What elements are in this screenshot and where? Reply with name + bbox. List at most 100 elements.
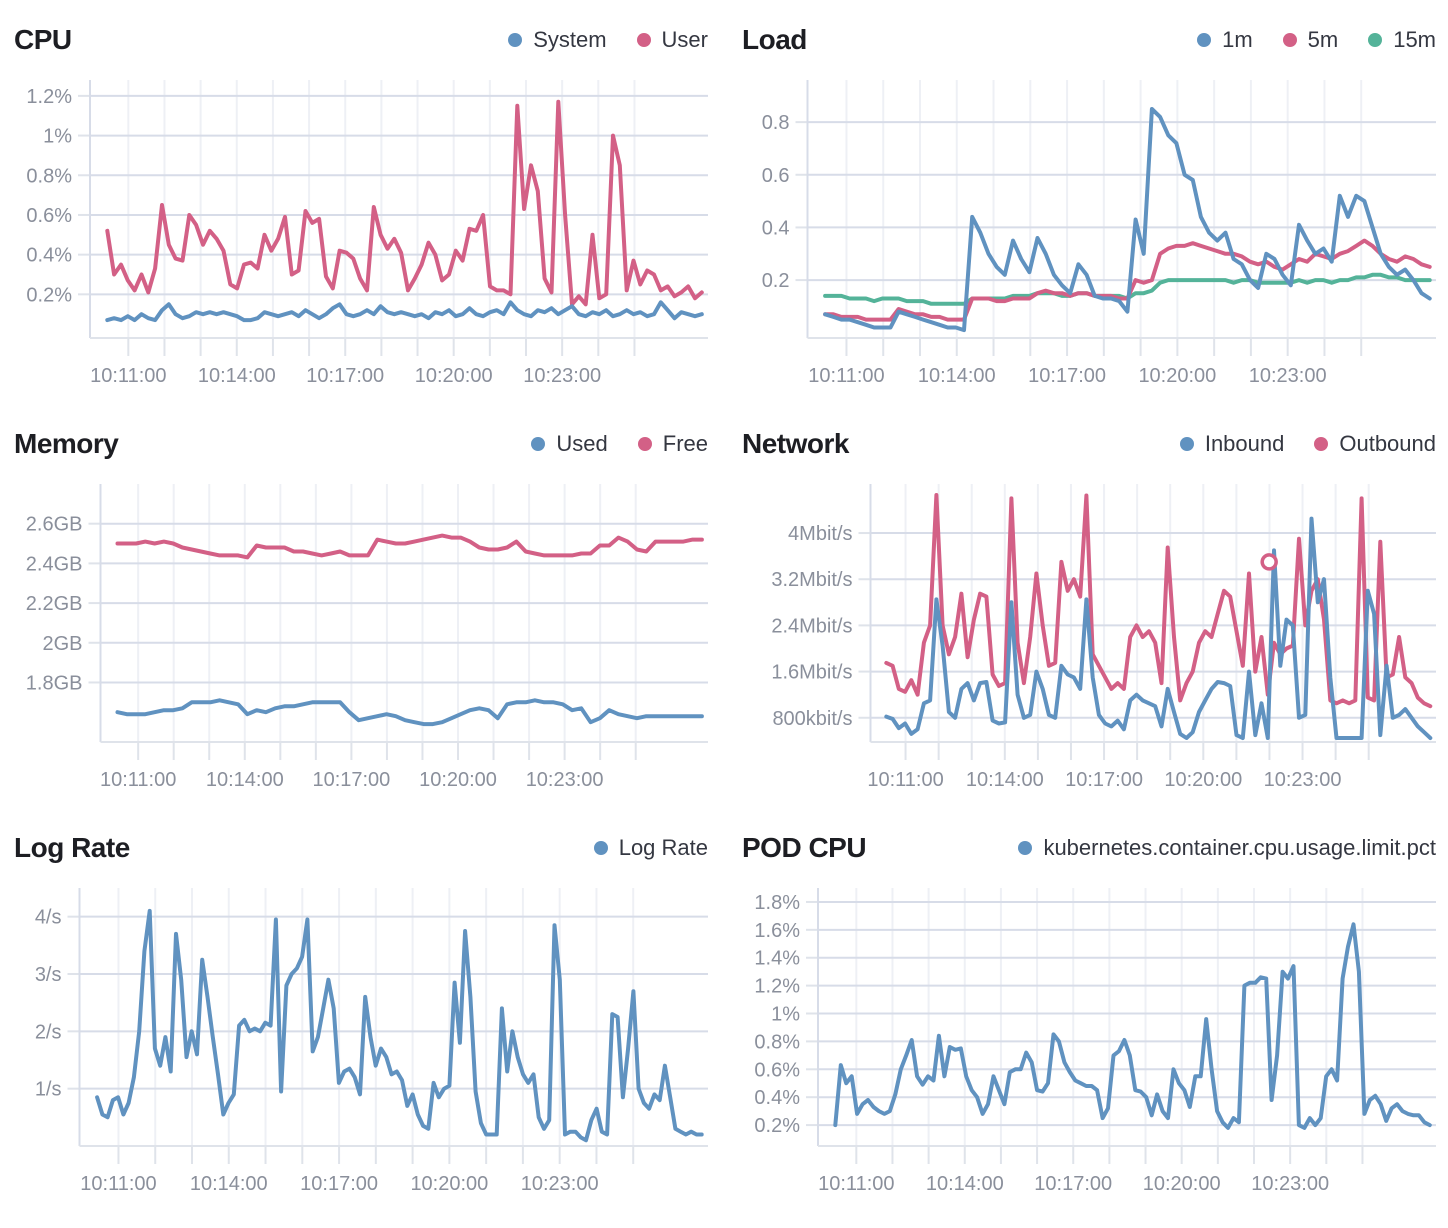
chart-title-load: Load xyxy=(742,24,807,55)
network-line-chart[interactable]: 10:11:00 10:14:00 10:17:00 10:20:00 10:23:00… xyxy=(736,466,1442,808)
x-tick-label: 10:20:00 xyxy=(415,365,493,387)
legend-dot-icon xyxy=(508,33,523,47)
x-tick-label: 10:17:00 xyxy=(300,1173,378,1195)
memory-line-chart[interactable]: 10:11:00 10:14:00 10:17:00 10:20:00 10:23:00… xyxy=(8,466,714,808)
legend-label: 5m xyxy=(1307,27,1339,52)
memory-panel-header: Memory Used Free xyxy=(8,414,714,466)
grid xyxy=(90,80,708,338)
chart-title-cpu: CPU xyxy=(14,24,72,55)
legend-item-cpu-0[interactable]: System xyxy=(508,27,607,53)
series xyxy=(823,107,1432,333)
x-tick-label: 10:11:00 xyxy=(80,1173,156,1195)
series xyxy=(95,908,704,1143)
y-tick-label: 800kbit/s xyxy=(772,708,852,730)
y-tick-label: 1% xyxy=(43,126,72,148)
y-tick-label: 1.8GB xyxy=(26,672,83,694)
legend-label: Free xyxy=(662,431,708,456)
y-tick-label: 2.6GB xyxy=(26,514,83,536)
y-tick-label: 1.8% xyxy=(754,892,800,914)
legend-label: kubernetes.container.cpu.usage.limit.pct xyxy=(1043,835,1436,860)
x-tick-label: 10:14:00 xyxy=(198,365,276,387)
log-rate-line-chart[interactable]: 10:11:00 10:14:00 10:17:00 10:20:00 10:23:00… xyxy=(8,870,714,1212)
axes: 10:11:00 10:14:00 10:17:00 10:20:00 10:23:00… xyxy=(26,484,708,791)
x-tick-label: 10:11:00 xyxy=(867,769,943,791)
legend-label: System xyxy=(533,27,607,52)
x-tick-label: 10:23:00 xyxy=(1251,1173,1329,1195)
y-tick-label: 2GB xyxy=(42,633,82,655)
series-line-log-rate[interactable] xyxy=(95,908,704,1143)
legend-item-load-0[interactable]: 1m xyxy=(1197,27,1253,53)
x-tick-label: 10:20:00 xyxy=(1138,365,1216,387)
legend-label: 1m xyxy=(1222,27,1253,52)
series-line-used[interactable] xyxy=(115,698,704,727)
x-tick-label: 10:23:00 xyxy=(526,769,604,791)
y-tick-label: 0.4 xyxy=(762,217,790,239)
x-tick-label: 10:14:00 xyxy=(918,365,996,387)
series-line-inbound[interactable] xyxy=(884,516,1433,740)
legend-item-network-1[interactable]: Outbound xyxy=(1314,431,1436,457)
y-tick-label: 3.2Mbit/s xyxy=(771,569,852,591)
axes: 10:11:00 10:14:00 10:17:00 10:20:00 10:23:00… xyxy=(762,80,1436,387)
legend-dot-icon xyxy=(1314,437,1329,451)
y-tick-label: 1.6Mbit/s xyxy=(771,662,852,684)
series-line-kubernetes-container-cpu-usage-limit-pct[interactable] xyxy=(833,922,1432,1130)
x-tick-label: 10:14:00 xyxy=(190,1173,268,1195)
chart-title-network: Network xyxy=(742,428,849,459)
load-line-chart[interactable]: 10:11:00 10:14:00 10:17:00 10:20:00 10:23:00… xyxy=(736,62,1442,404)
legend-dot-icon xyxy=(531,437,546,451)
legend-item-log-rate-0[interactable]: Log Rate xyxy=(593,835,708,861)
pod-cpu-legend: kubernetes.container.cpu.usage.limit.pct xyxy=(1018,835,1436,861)
y-tick-label: 0.8% xyxy=(26,165,72,187)
grid xyxy=(100,484,708,742)
series xyxy=(833,922,1432,1130)
load-panel: Load 1m 5m 15m 10:11:00 10:14:00 10:17:00 10:… xyxy=(736,10,1442,410)
log-rate-panel: Log Rate Log Rate 10:11:00 10:14:00 10:17:… xyxy=(8,818,714,1218)
isolated-point-marker[interactable] xyxy=(1260,553,1278,571)
y-tick-label: 0.4% xyxy=(26,245,72,267)
pod-cpu-line-chart[interactable]: 10:11:00 10:14:00 10:17:00 10:20:00 10:23:00… xyxy=(736,870,1442,1212)
legend-item-load-1[interactable]: 5m xyxy=(1282,27,1339,53)
y-tick-label: 0.8% xyxy=(754,1031,800,1053)
series-line-user[interactable] xyxy=(105,99,704,307)
pod-cpu-panel-header: POD CPU kubernetes.container.cpu.usage.l… xyxy=(736,818,1442,870)
legend-dot-icon xyxy=(1179,437,1194,451)
legend-label: 15m xyxy=(1393,27,1436,52)
x-tick-label: 10:17:00 xyxy=(1065,769,1143,791)
legend-item-pod-cpu-0[interactable]: kubernetes.container.cpu.usage.limit.pct xyxy=(1018,835,1436,861)
chart-title-memory: Memory xyxy=(14,428,119,459)
legend-item-network-0[interactable]: Inbound xyxy=(1179,431,1284,457)
series-line-1m[interactable] xyxy=(823,107,1432,333)
y-tick-label: 0.6% xyxy=(26,205,72,227)
y-tick-label: 0.2 xyxy=(762,270,790,292)
x-tick-label: 10:11:00 xyxy=(818,1173,894,1195)
chart-title-pod-cpu: POD CPU xyxy=(742,832,867,863)
y-tick-label: 1.2% xyxy=(754,976,800,998)
legend-dot-icon xyxy=(1282,33,1297,47)
load-panel-header: Load 1m 5m 15m xyxy=(736,10,1442,62)
x-tick-label: 10:17:00 xyxy=(306,365,384,387)
x-tick-label: 10:17:00 xyxy=(312,769,390,791)
y-tick-label: 0.2% xyxy=(754,1115,800,1137)
y-tick-label: 0.6% xyxy=(754,1059,800,1081)
legend-item-memory-1[interactable]: Free xyxy=(637,431,708,457)
series-line-outbound[interactable] xyxy=(884,493,1433,709)
series-line-system[interactable] xyxy=(105,300,704,323)
y-tick-label: 2.2GB xyxy=(26,593,83,615)
x-tick-label: 10:23:00 xyxy=(523,365,601,387)
y-tick-label: 0.6 xyxy=(762,165,790,187)
x-tick-label: 10:14:00 xyxy=(206,769,284,791)
axes: 10:11:00 10:14:00 10:17:00 10:20:00 10:23:00… xyxy=(26,80,708,387)
load-legend: 1m 5m 15m xyxy=(1197,27,1436,53)
legend-item-cpu-1[interactable]: User xyxy=(636,27,708,53)
cpu-line-chart[interactable]: 10:11:00 10:14:00 10:17:00 10:20:00 10:23:00… xyxy=(8,62,714,404)
log-rate-legend: Log Rate xyxy=(593,835,708,861)
legend-item-load-2[interactable]: 15m xyxy=(1368,27,1436,53)
legend-item-memory-0[interactable]: Used xyxy=(531,431,608,457)
x-tick-label: 10:20:00 xyxy=(419,769,497,791)
axes: 10:11:00 10:14:00 10:17:00 10:20:00 10:23:00… xyxy=(771,484,1436,791)
y-tick-label: 0.2% xyxy=(26,284,72,306)
x-tick-label: 10:20:00 xyxy=(1143,1173,1221,1195)
series-line-free[interactable] xyxy=(115,533,704,560)
x-tick-label: 10:20:00 xyxy=(410,1173,488,1195)
x-tick-label: 10:11:00 xyxy=(100,769,176,791)
